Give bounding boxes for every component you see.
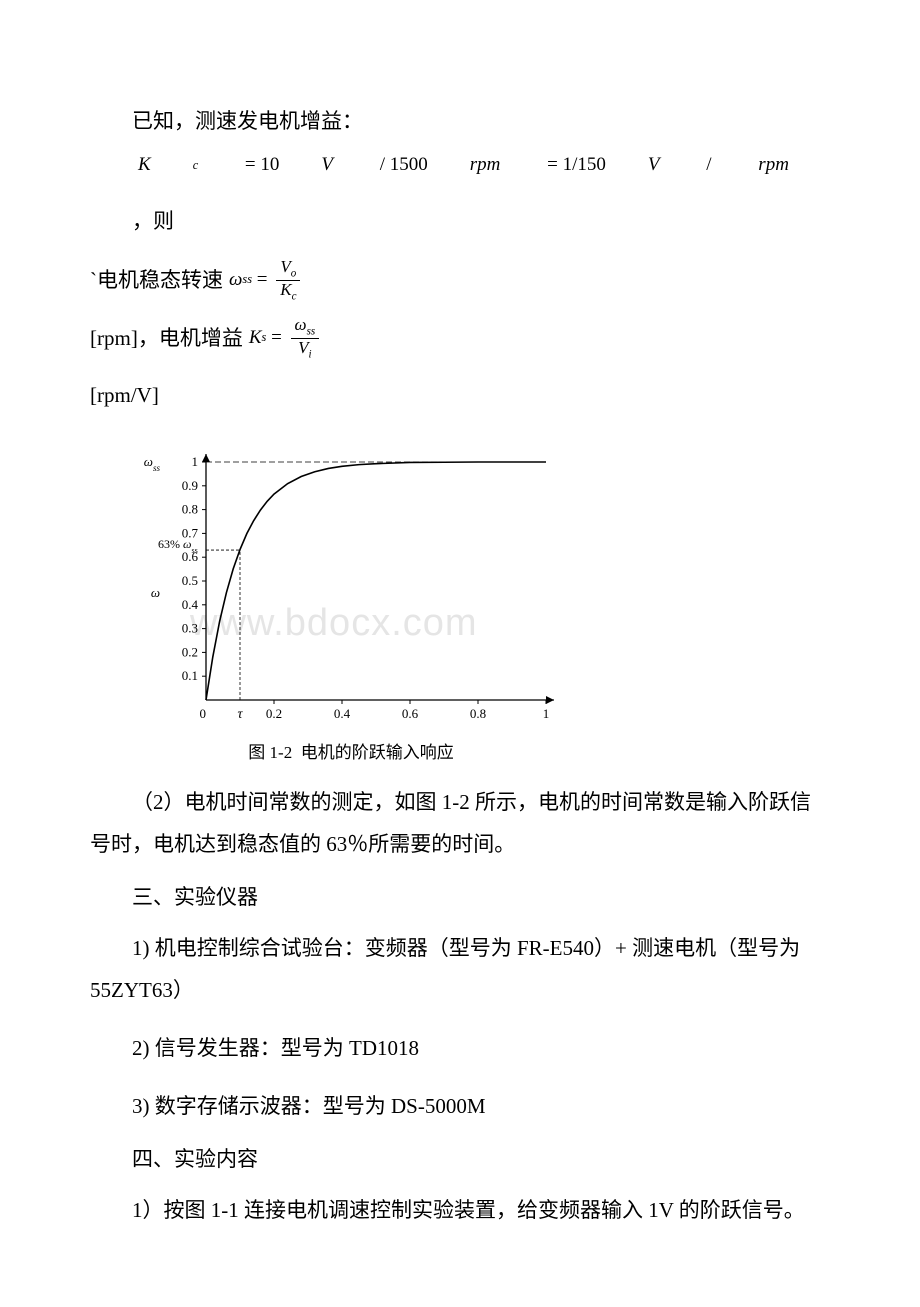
svg-text:0: 0 (200, 706, 207, 721)
text: `电机稳态转速 (90, 258, 223, 302)
sec3-item-1: 1) 机电控制综合试验台：变频器（型号为 FR-E540）+ 测速电机（型号为 … (90, 927, 830, 1011)
formula-omega-ss: ωss = Vo Kc (229, 258, 305, 302)
chart-caption: 图 1-2 电机的阶跃输入响应 (136, 738, 566, 763)
svg-text:0.5: 0.5 (182, 573, 198, 588)
text: [rpm]，电机增益 (90, 316, 243, 360)
svg-text:0.1: 0.1 (182, 668, 198, 683)
line-ks: [rpm]，电机增益 Ks = ωss Vi (90, 316, 830, 360)
svg-text:1: 1 (543, 706, 550, 721)
svg-text:0.8: 0.8 (470, 706, 486, 721)
svg-text:0.9: 0.9 (182, 478, 198, 493)
svg-text:0.2: 0.2 (266, 706, 282, 721)
unit-rpmv: [rpm/V] (90, 374, 830, 416)
svg-text:τ: τ (237, 707, 243, 722)
paragraph-then: ，则 (90, 200, 830, 242)
svg-text:0.4: 0.4 (182, 597, 199, 612)
svg-text:ω: ω (151, 585, 160, 600)
line-omega-ss: `电机稳态转速 ωss = Vo Kc (90, 258, 830, 302)
chart-step-response: 0.10.20.30.40.50.60.70.80.9100.20.40.60.… (136, 432, 830, 732)
text: ，则 (132, 209, 174, 233)
formula-ks: Ks = ωss Vi (249, 316, 323, 360)
svg-text:1: 1 (192, 454, 199, 469)
section-4-title: 四、实验内容 (90, 1143, 830, 1173)
svg-text:0.3: 0.3 (182, 621, 198, 636)
formula-kc: Kc = 10V / 1500rpm = 1/150V / rpm (96, 146, 789, 184)
section-3-title: 三、实验仪器 (90, 881, 830, 911)
sec4-item-1: 1）按图 1-1 连接电机调速控制实验装置，给变频器输入 1V 的阶跃信号。 (90, 1189, 830, 1231)
chart-svg: 0.10.20.30.40.50.60.70.80.9100.20.40.60.… (136, 432, 566, 732)
sec3-item-2: 2) 信号发生器：型号为 TD1018 (90, 1027, 830, 1069)
svg-text:0.4: 0.4 (334, 706, 351, 721)
paragraph-kc-intro: 已知，测速发电机增益： Kc = 10V / 1500rpm = 1/150V … (90, 100, 830, 184)
caption-text: 电机的阶跃输入响应 (301, 743, 454, 762)
svg-text:ωss: ωss (144, 454, 161, 473)
caption-number: 图 1-2 (248, 743, 292, 762)
text-gain: 电机增益 (159, 326, 243, 350)
text: 已知，测速发电机增益： (132, 109, 363, 133)
svg-text:0.2: 0.2 (182, 645, 198, 660)
svg-text:0.6: 0.6 (402, 706, 419, 721)
svg-text:0.8: 0.8 (182, 502, 198, 517)
unit-rpm: [rpm]， (90, 326, 159, 350)
paragraph-tau-explain: （2）电机时间常数的测定，如图 1-2 所示，电机的时间常数是输入阶跃信号时，电… (90, 781, 830, 865)
sec3-item-3: 3) 数字存储示波器：型号为 DS-5000M (90, 1085, 830, 1127)
